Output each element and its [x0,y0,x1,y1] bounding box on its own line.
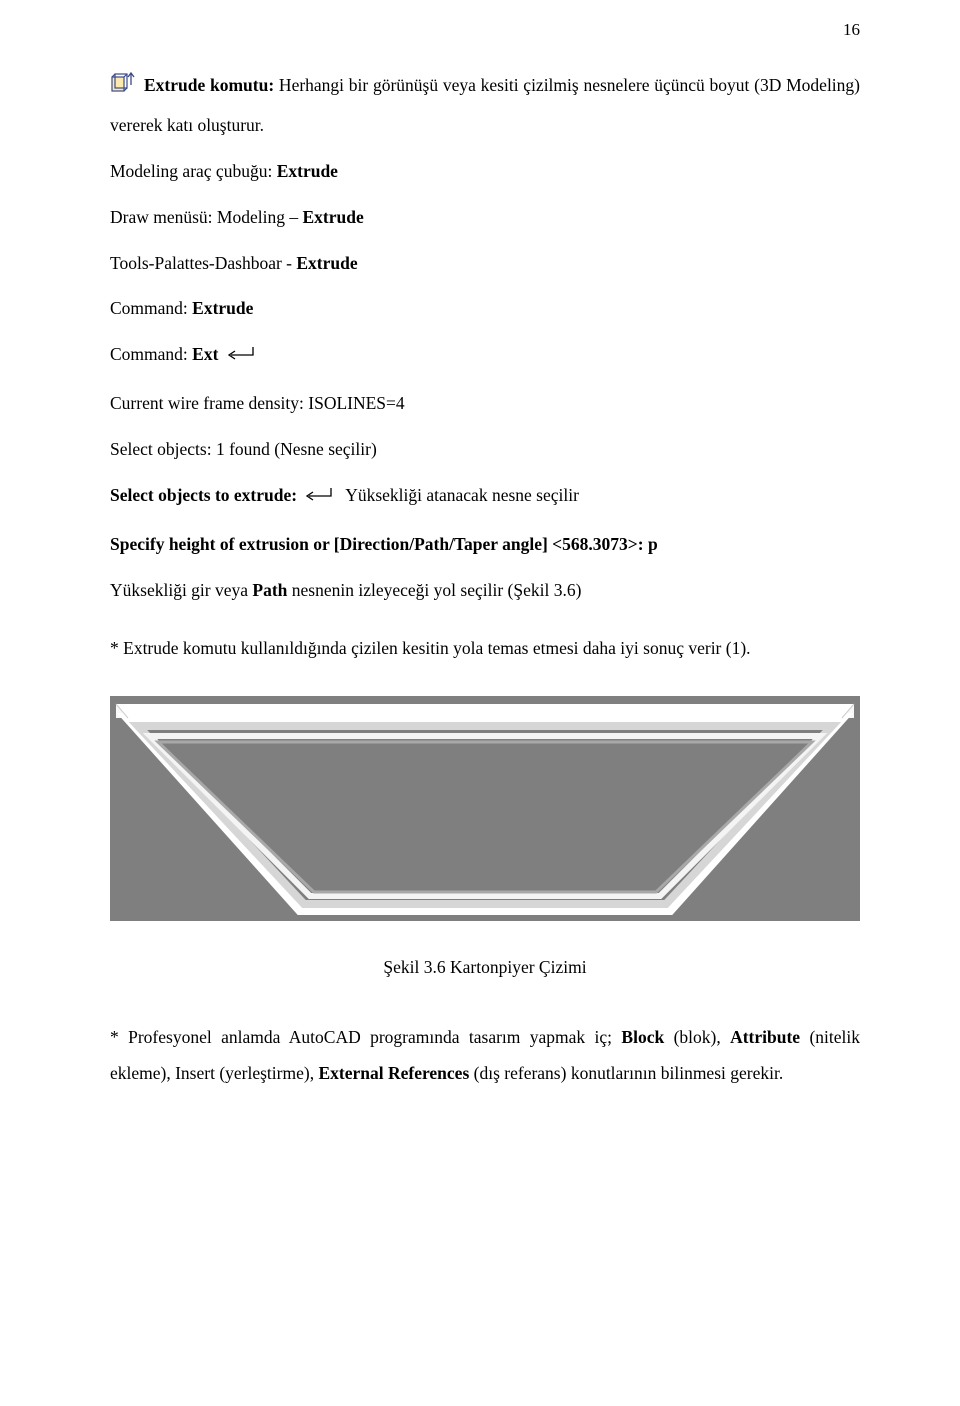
paragraph-tools: Tools-Palattes-Dashboar - Extrude [110,246,860,282]
text-bold: Path [252,580,287,600]
figure-kartonpiyer [110,696,860,921]
extrude-icon [110,71,136,108]
paragraph-specify-height: Specify height of extrusion or [Directio… [110,527,860,563]
text: Yüksekliği atanacak nesne seçilir [345,485,579,505]
text-bold: Block [621,1027,664,1047]
text-bold: Extrude [277,161,338,181]
text-bold: Extrude [192,298,253,318]
enter-icon [225,340,261,376]
text: Draw menüsü: Modeling – [110,207,302,227]
paragraph-command-extrude: Command: Extrude [110,291,860,327]
kartonpiyer-svg [110,696,860,921]
paragraph-path: Yüksekliği gir veya Path nesnenin izleye… [110,573,860,609]
page-number: 16 [843,20,860,40]
text: (dış referans) konutlarının bilinmesi ge… [469,1063,783,1083]
text-bold: Select objects to extrude: [110,485,297,505]
paragraph-isolines: Current wire frame density: ISOLINES=4 [110,386,860,422]
figure-caption: Şekil 3.6 Kartonpiyer Çizimi [110,957,860,978]
paragraph-select-objects: Select objects: 1 found (Nesne seçilir) [110,432,860,468]
text: Yüksekliği gir veya [110,580,252,600]
paragraph-toolbar: Modeling araç çubuğu: Extrude [110,154,860,190]
paragraph-note-extrude: * Extrude komutu kullanıldığında çizilen… [110,631,860,667]
text: * Profesyonel anlamda AutoCAD programınd… [110,1027,621,1047]
text-bold: External References [318,1063,469,1083]
text-bold: Attribute [730,1027,800,1047]
text: nesnenin izleyeceği yol seçilir (Şekil 3… [287,580,581,600]
text-bold: Extrude komutu: [144,75,274,95]
text-bold: Ext [192,344,218,364]
paragraph-select-extrude: Select objects to extrude: Yüksekliği at… [110,478,860,517]
paragraph-draw-menu: Draw menüsü: Modeling – Extrude [110,200,860,236]
paragraph-extrude-intro: Extrude komutu: Herhangi bir görünüşü ve… [110,68,860,144]
text-bold: Extrude [302,207,363,227]
text: Command: [110,344,192,364]
text: (blok), [664,1027,730,1047]
text-bold: Extrude [296,253,357,273]
enter-icon [303,481,339,517]
paragraph-professional: * Profesyonel anlamda AutoCAD programınd… [110,1020,860,1092]
text: Tools-Palattes-Dashboar - [110,253,296,273]
paragraph-command-ext: Command: Ext [110,337,860,376]
text: Modeling araç çubuğu: [110,161,277,181]
text: Command: [110,298,192,318]
page: 16 Extrude komutu: Herhangi bir görünüşü… [0,0,960,1406]
text-bold: Specify height of extrusion or [Directio… [110,534,658,554]
